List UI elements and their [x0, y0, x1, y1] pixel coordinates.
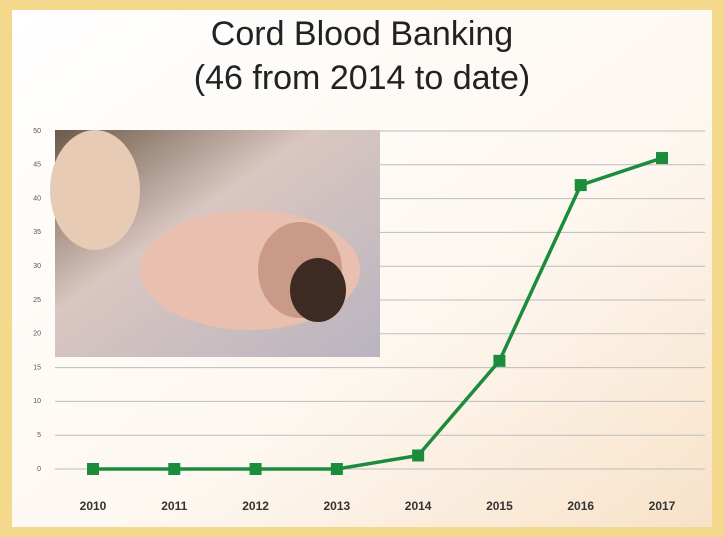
y-tick-label: 40	[33, 195, 41, 202]
y-tick-label: 30	[33, 263, 41, 270]
photo-shape	[50, 130, 140, 250]
photo	[50, 130, 380, 357]
data-point	[575, 179, 587, 191]
data-point	[493, 355, 505, 367]
x-tick-label: 2017	[649, 499, 676, 513]
y-tick-label: 5	[37, 432, 41, 439]
x-tick-label: 2011	[161, 499, 187, 513]
data-point	[87, 463, 99, 475]
y-tick-label: 20	[33, 331, 41, 338]
x-tick-label: 2013	[324, 499, 351, 513]
data-point	[250, 463, 262, 475]
data-point	[331, 463, 343, 475]
chart-subtitle: (46 from 2014 to date)	[194, 59, 530, 97]
x-tick-label: 2012	[242, 499, 269, 513]
data-point	[656, 152, 668, 164]
data-point	[412, 449, 424, 461]
y-tick-label: 45	[33, 162, 41, 169]
y-tick-label: 10	[33, 398, 41, 405]
photo-shape	[290, 258, 346, 322]
x-tick-label: 2014	[405, 499, 432, 513]
slide: Cord Blood Banking (46 from 2014 to date…	[0, 0, 724, 537]
x-tick-label: 2016	[567, 499, 594, 513]
y-tick-label: 15	[33, 364, 41, 371]
y-tick-label: 0	[37, 466, 41, 473]
chart-title: Cord Blood Banking	[211, 15, 513, 53]
y-tick-label: 35	[33, 229, 41, 236]
data-point	[168, 463, 180, 475]
y-tick-label: 25	[33, 297, 41, 304]
x-tick-label: 2015	[486, 499, 513, 513]
y-tick-label: 50	[33, 128, 41, 135]
x-tick-label: 2010	[80, 499, 107, 513]
